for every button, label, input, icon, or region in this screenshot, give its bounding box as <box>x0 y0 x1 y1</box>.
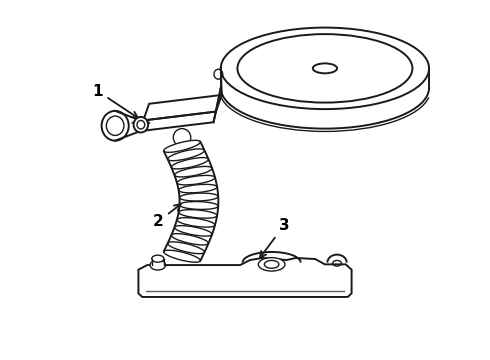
Ellipse shape <box>152 255 164 262</box>
Ellipse shape <box>168 149 204 161</box>
Ellipse shape <box>177 175 215 185</box>
Ellipse shape <box>168 242 204 254</box>
Ellipse shape <box>101 111 129 141</box>
Ellipse shape <box>258 258 285 271</box>
Ellipse shape <box>150 260 166 270</box>
Text: 1: 1 <box>93 84 138 118</box>
Ellipse shape <box>164 250 200 262</box>
Ellipse shape <box>174 226 212 236</box>
Ellipse shape <box>174 166 212 177</box>
Ellipse shape <box>172 158 208 169</box>
Ellipse shape <box>179 193 218 201</box>
Text: 2: 2 <box>153 204 181 229</box>
Ellipse shape <box>173 129 191 146</box>
Ellipse shape <box>172 234 208 245</box>
Ellipse shape <box>179 202 218 210</box>
Ellipse shape <box>177 218 215 227</box>
Ellipse shape <box>179 210 217 218</box>
Ellipse shape <box>134 117 148 132</box>
Text: 3: 3 <box>260 218 290 258</box>
Ellipse shape <box>164 140 200 152</box>
Ellipse shape <box>179 184 217 193</box>
